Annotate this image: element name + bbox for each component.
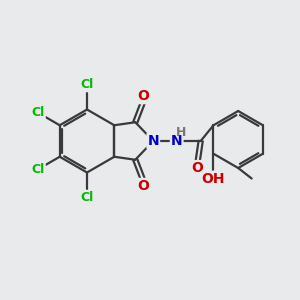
- Text: O: O: [192, 161, 204, 175]
- Text: Cl: Cl: [80, 78, 94, 91]
- Text: O: O: [137, 89, 149, 103]
- Text: OH: OH: [202, 172, 225, 186]
- Text: O: O: [137, 179, 149, 193]
- Text: Cl: Cl: [80, 191, 94, 204]
- Text: H: H: [176, 126, 186, 139]
- Text: Cl: Cl: [32, 163, 45, 176]
- Text: Cl: Cl: [32, 106, 45, 119]
- Text: N: N: [171, 134, 182, 148]
- Text: N: N: [148, 134, 159, 148]
